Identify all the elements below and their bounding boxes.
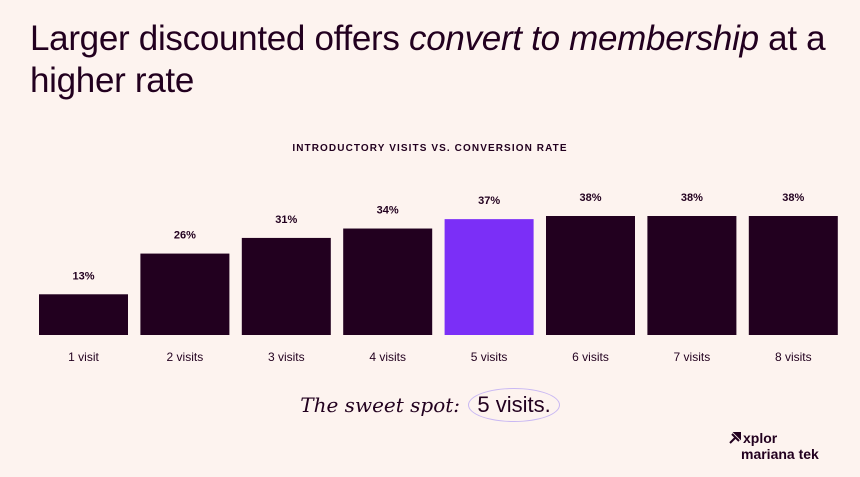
headline-part1: Larger discounted offers <box>30 19 410 58</box>
chart-title: INTRODUCTORY VISITS VS. CONVERSION RATE <box>292 143 568 154</box>
bar-6 <box>546 216 635 335</box>
bar-value-label: 34% <box>377 205 399 217</box>
bar-chart: 13% 1 visit 26% 2 visits 31% 3 visits 34% 4 vis… <box>39 192 838 364</box>
xplor-mark-icon <box>729 432 741 444</box>
bar-7 <box>647 216 737 335</box>
category-label: 6 visits <box>572 350 609 364</box>
bar-value-label: 31% <box>275 214 297 226</box>
headline-emphasis: convert to membership <box>409 19 759 58</box>
bar-value-label: 38% <box>681 192 703 204</box>
bar-8 <box>748 216 838 335</box>
category-label: 1 visit <box>68 350 99 364</box>
bar-value-label: 38% <box>579 192 601 204</box>
tagline: The sweet spot: 5 visits. <box>0 388 860 422</box>
bar-value-label: 38% <box>782 192 804 204</box>
category-label: 7 visits <box>674 350 711 364</box>
bar-5 <box>444 219 534 335</box>
bar-value-label: 26% <box>174 230 196 242</box>
category-label: 5 visits <box>471 350 508 364</box>
category-label: 4 visits <box>369 350 406 364</box>
logo-brand: xplor <box>743 430 778 446</box>
headline: Larger discounted offers convert to memb… <box>30 18 850 102</box>
company-logo: xplor mariana tek <box>729 430 819 462</box>
bar-2 <box>140 253 230 335</box>
category-label: 3 visits <box>268 350 305 364</box>
bar-value-label: 37% <box>478 195 500 207</box>
logo-product: mariana tek <box>741 446 819 462</box>
tagline-highlight: 5 visits. <box>468 388 560 422</box>
category-label: 2 visits <box>167 350 204 364</box>
tagline-lead: The sweet spot: <box>300 393 467 417</box>
headline-part2: at a higher rate <box>30 19 826 100</box>
bar-4 <box>343 228 433 335</box>
bar-value-label: 13% <box>72 270 94 282</box>
category-label: 8 visits <box>775 350 812 364</box>
bar-3 <box>241 237 331 335</box>
bar-1 <box>39 294 128 335</box>
